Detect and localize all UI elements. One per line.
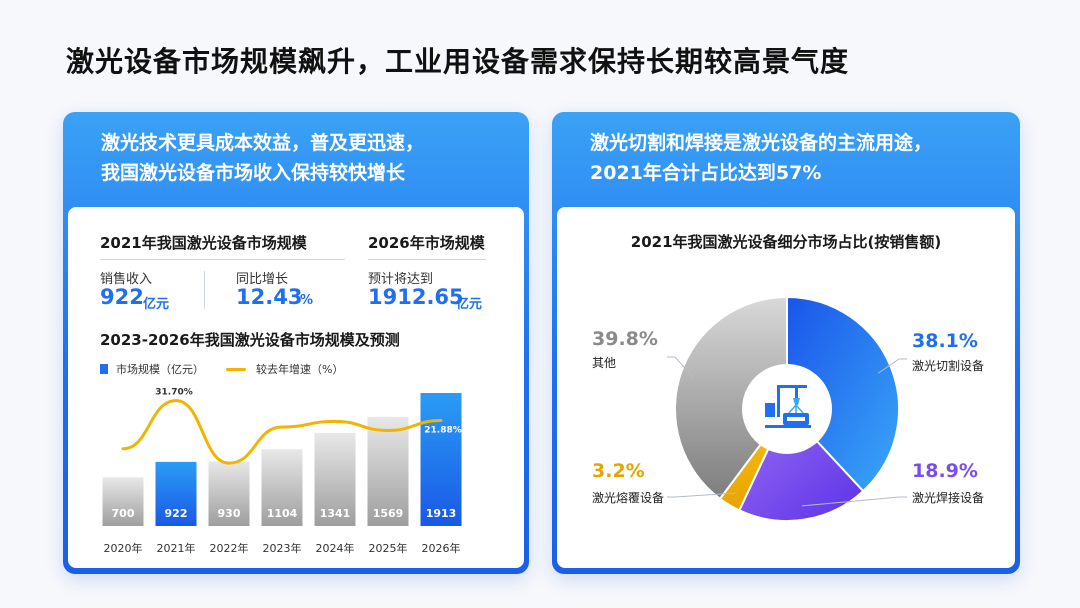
bar-value-label: 1104 [267, 507, 298, 520]
stat-vertical-divider [204, 271, 205, 309]
growth-value: 12.43 [236, 285, 303, 309]
legend-bar-label: 市场规模（亿元） [116, 363, 204, 376]
label-welding: 激光焊接设备 [912, 491, 985, 505]
growth-data-label: 31.70% [155, 388, 193, 398]
x-tick-label: 2026年 [422, 541, 461, 555]
x-tick-label: 2022年 [210, 541, 249, 555]
x-tick-label: 2024年 [316, 541, 355, 555]
pie-slice-3 [674, 295, 788, 501]
forecast-label: 预计将达到 [368, 272, 434, 287]
left-heading-line2: 我国激光设备市场收入保持较快增长 [101, 162, 406, 184]
right-panel: 激光切割和焊接是激光设备的主流用途， 2021年合计占比达到57% 2021年我… [552, 112, 1020, 574]
pct-other: 39.8% [592, 328, 658, 350]
bar-value-label: 1913 [426, 507, 457, 520]
x-tick-label: 2021年 [157, 541, 196, 555]
bar-2021年 [155, 461, 197, 526]
bar-value-label: 1341 [320, 507, 351, 520]
bar-value-label: 700 [112, 507, 135, 520]
label-cladding: 激光熔覆设备 [592, 491, 665, 505]
legend-line-swatch [226, 367, 246, 371]
bar-2023年 [261, 449, 303, 526]
bar-2024年 [314, 432, 356, 526]
page-title: 激光设备市场规模飙升，工业用设备需求保持长期较高景气度 [66, 45, 850, 78]
growth-label: 同比增长 [236, 272, 289, 287]
bar-2020年 [102, 477, 144, 526]
bar-value-label: 930 [218, 507, 241, 520]
sales-label: 销售收入 [100, 272, 153, 287]
forecast-value: 1912.65 [368, 285, 464, 309]
stat-2026-title: 2026年市场规模 [368, 234, 485, 252]
pie-center-hole [742, 364, 832, 454]
label-cutting: 激光切割设备 [912, 359, 985, 373]
pie-slice-0 [786, 295, 900, 493]
bar-2022年 [208, 461, 250, 526]
x-tick-label: 2023年 [263, 541, 302, 555]
right-panel-heading: 激光切割和焊接是激光设备的主流用途， 2021年合计占比达到57% [590, 128, 932, 188]
sales-unit: 亿元 [143, 297, 170, 312]
stat-2021-title: 2021年我国激光设备市场规模 [100, 234, 307, 252]
pct-welding: 18.9% [912, 460, 978, 482]
pie-slice-1 [737, 407, 865, 522]
legend-line-label: 较去年增速（%） [256, 363, 344, 376]
right-panel-body: 2021年我国激光设备细分市场占比(按销售额) [557, 207, 1015, 568]
stat-2021-divider [100, 259, 345, 260]
label-other: 其他 [592, 356, 617, 370]
pie-leader-line [667, 492, 737, 498]
pct-cutting: 38.1% [912, 330, 978, 352]
bar-2026年 [420, 393, 462, 526]
sales-value: 922 [100, 285, 144, 309]
left-panel-heading: 激光技术更具成本效益，普及更迅速， 我国激光设备市场收入保持较快增长 [101, 128, 424, 188]
bar-chart-title: 2023-2026年我国激光设备市场规模及预测 [100, 331, 400, 349]
pie-leader-line [667, 356, 695, 379]
x-tick-label: 2025年 [369, 541, 408, 555]
bar-chart: 700 922 930 1104 1341 1569 1913 31.70% 21.88% 2… [102, 388, 462, 555]
bar-2025年 [367, 416, 409, 526]
left-panel: 激光技术更具成本效益，普及更迅速， 我国激光设备市场收入保持较快增长 2021年… [63, 112, 529, 574]
pie-leader-line [801, 496, 907, 507]
growth-line [121, 399, 443, 465]
stat-2026-divider [368, 259, 486, 260]
bar-value-label: 922 [165, 507, 188, 520]
legend-bar-swatch [100, 364, 108, 374]
right-heading-line1: 激光切割和焊接是激光设备的主流用途， [590, 132, 933, 154]
bar-chart-legend: 市场规模（亿元） 较去年增速（%） [100, 361, 343, 377]
laser-machine-icon [765, 385, 811, 428]
right-heading-line2: 2021年合计占比达到57% [590, 162, 822, 184]
left-heading-line1: 激光技术更具成本效益，普及更迅速， [101, 132, 425, 154]
x-tick-label: 2020年 [104, 541, 143, 555]
pie-leader-line [877, 358, 907, 374]
bar-value-label: 1569 [373, 507, 404, 520]
pie-chart [667, 295, 907, 522]
forecast-unit: 亿元 [456, 297, 483, 312]
growth-data-label: 21.88% [424, 426, 462, 436]
pie-chart-title: 2021年我国激光设备细分市场占比(按销售额) [630, 233, 942, 251]
growth-unit: % [300, 293, 314, 308]
pct-cladding: 3.2% [592, 460, 645, 482]
left-panel-body: 2021年我国激光设备市场规模 销售收入 922 亿元 同比增长 12.43 %… [68, 207, 524, 568]
